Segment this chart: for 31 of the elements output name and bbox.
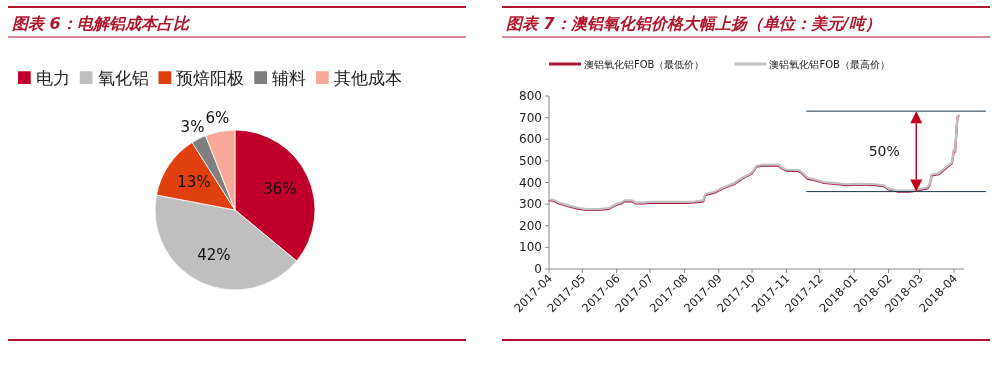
y-tick-label: 700 [519,110,542,125]
y-tick-label: 100 [519,240,542,255]
y-tick-label: 500 [519,153,542,168]
y-tick-label: 0 [534,262,542,276]
chart-title: 图表 6：电解铝成本占比 [12,14,191,33]
legend-label: 澳铝氧化铝FOB（最低价） [584,59,705,70]
legend-label: 澳铝氧化铝FOB（最高价） [769,59,890,70]
legend-label: 辅料 [272,68,306,88]
data-label: 36% [263,179,297,198]
legend-label: 其他成本 [333,68,402,88]
legend-item: 氧化铝 [79,68,149,88]
chart-title: 图表 7：澳铝氧化铝价格大幅上扬（单位：美元/吨） [506,14,881,33]
legend-item: 预焙阳极 [158,68,245,88]
legend-item: 辅料 [254,68,306,88]
legend-label: 电力 [35,68,70,88]
y-tick-label: 400 [519,175,542,190]
y-tick-label: 600 [519,132,542,147]
legend-label: 预焙阳极 [176,68,245,88]
legend-label: 氧化铝 [97,68,149,88]
y-tick-label: 800 [519,89,542,103]
data-label: 3% [180,117,205,136]
data-label: 13% [177,173,211,192]
annotation: 50% [868,143,900,160]
legend-item: 澳铝氧化铝FOB（最高价） [734,59,890,70]
data-label: 42% [197,245,231,264]
data-label: 6% [205,109,230,128]
legend-item: 其他成本 [316,68,402,88]
legend-item: 电力 [18,68,70,88]
y-tick-label: 200 [519,218,542,233]
y-tick-label: 300 [519,197,542,212]
legend-item: 澳铝氧化铝FOB（最低价） [549,59,705,70]
